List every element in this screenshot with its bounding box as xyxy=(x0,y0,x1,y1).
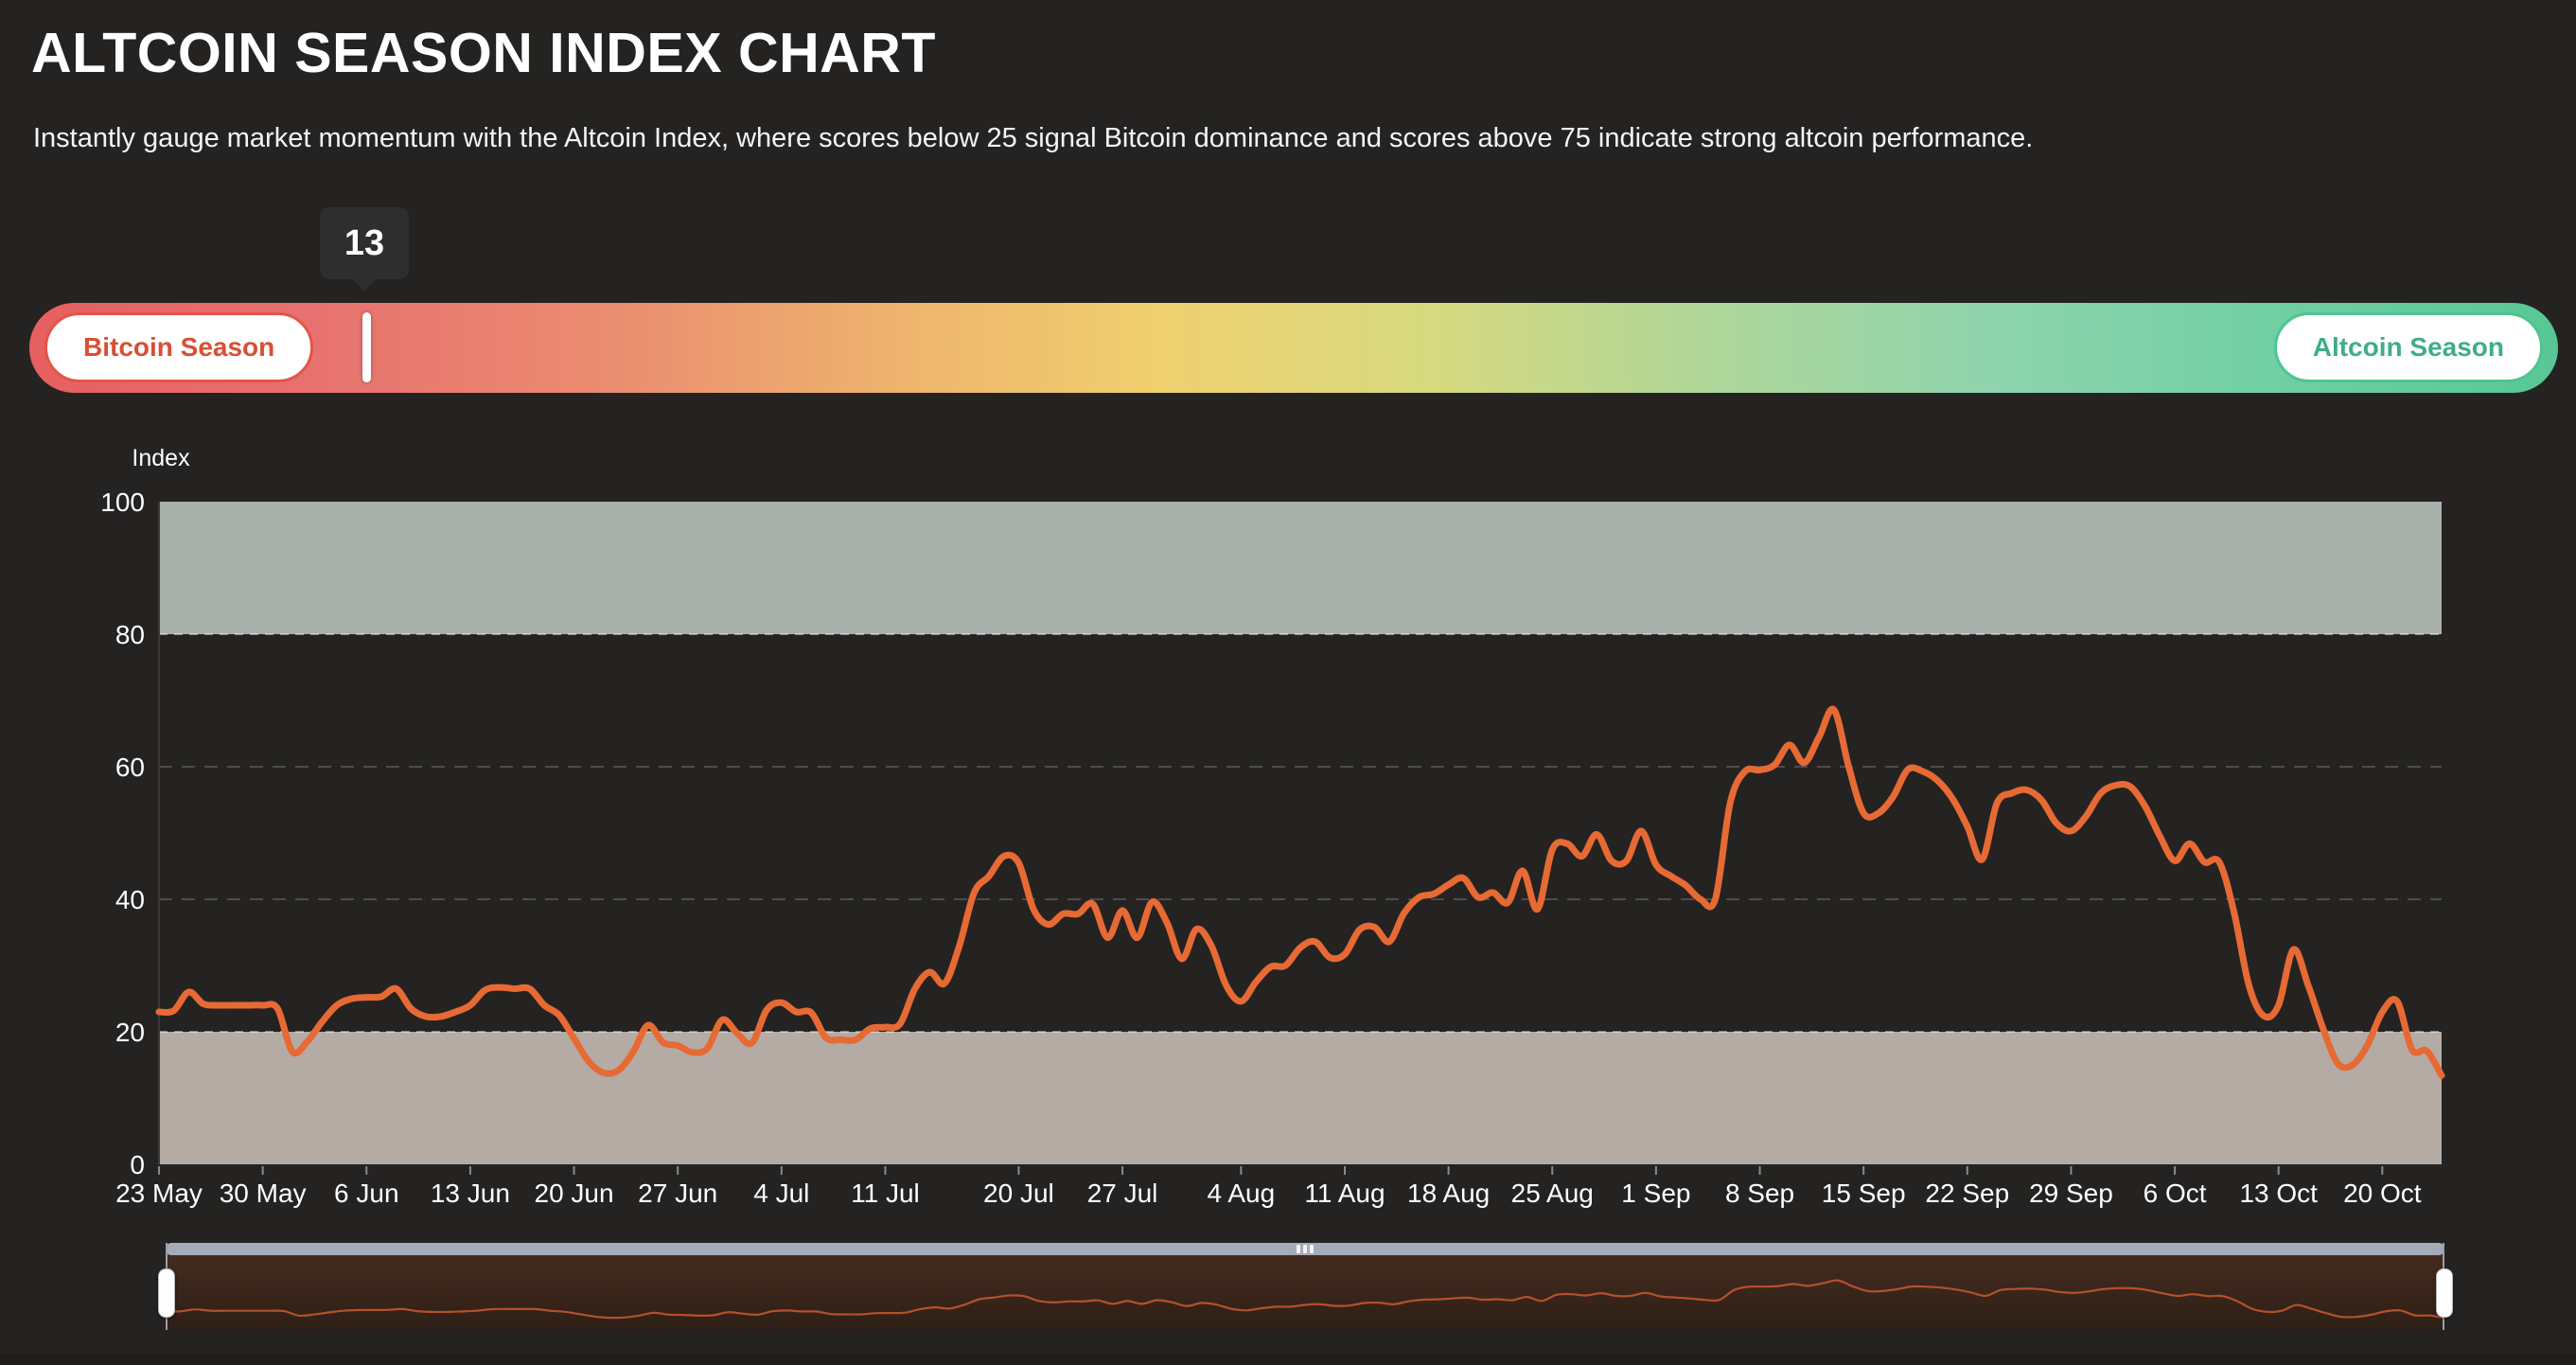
x-tick-label: 30 May xyxy=(220,1179,307,1208)
x-tick-label: 11 Aug xyxy=(1304,1179,1385,1208)
y-tick-label: 0 xyxy=(130,1150,145,1179)
bitcoin-season-label: Bitcoin Season xyxy=(83,332,275,362)
x-tick-label: 8 Sep xyxy=(1725,1179,1794,1208)
x-tick-label: 22 Sep xyxy=(1925,1179,2009,1208)
scrollbar-grip-icon[interactable] xyxy=(1293,1245,1317,1254)
page-title: ALTCOIN SEASON INDEX CHART xyxy=(31,22,936,84)
navigator-minimap[interactable] xyxy=(166,1243,2444,1330)
gauge-marker xyxy=(362,312,371,382)
x-tick-label: 6 Jun xyxy=(334,1179,399,1208)
navigator-background xyxy=(166,1255,2444,1330)
x-tick-label: 15 Sep xyxy=(1822,1179,1906,1208)
x-tick-label: 4 Jul xyxy=(753,1179,809,1208)
x-tick-label: 20 Jun xyxy=(535,1179,614,1208)
tooltip-pointer-icon xyxy=(352,278,377,292)
season-gauge-bar[interactable]: Bitcoin Season Altcoin Season xyxy=(29,303,2558,393)
altcoin-season-badge: Altcoin Season xyxy=(2273,312,2543,382)
x-tick-label: 27 Jun xyxy=(638,1179,717,1208)
x-tick-label: 13 Jun xyxy=(431,1179,510,1208)
x-tick-label: 20 Jul xyxy=(983,1179,1054,1208)
x-tick-label: 23 May xyxy=(115,1179,203,1208)
x-tick-label: 27 Jul xyxy=(1087,1179,1158,1208)
navigator-handle-right[interactable] xyxy=(2436,1268,2453,1318)
x-tick-label: 18 Aug xyxy=(1407,1179,1490,1208)
y-tick-label: 100 xyxy=(100,488,145,517)
x-tick-label: 25 Aug xyxy=(1511,1179,1594,1208)
y-tick-label: 40 xyxy=(115,885,145,914)
navigator-handle-left[interactable] xyxy=(158,1268,175,1318)
x-tick-label: 29 Sep xyxy=(2029,1179,2113,1208)
navigator-mini-line xyxy=(166,1279,2444,1320)
x-tick-label: 13 Oct xyxy=(2239,1179,2318,1208)
index-line xyxy=(155,705,2445,1079)
x-tick-label: 11 Jul xyxy=(851,1179,920,1208)
chart-band-80-100 xyxy=(159,502,2442,634)
y-axis-title: Index xyxy=(132,445,190,471)
page-subtitle: Instantly gauge market momentum with the… xyxy=(33,123,2034,153)
y-tick-label: 60 xyxy=(115,753,145,782)
x-tick-label: 4 Aug xyxy=(1208,1179,1276,1208)
altcoin-season-label: Altcoin Season xyxy=(2312,332,2504,362)
gauge-value: 13 xyxy=(344,222,385,263)
gauge-value-tooltip: 13 xyxy=(320,207,409,292)
x-tick-label: 1 Sep xyxy=(1621,1179,1690,1208)
index-line-chart[interactable]: 0 20 40 60 80 100 Index 23 May 30 May 6 Jun 13 Jun… xyxy=(57,435,2479,1221)
bitcoin-season-badge: Bitcoin Season xyxy=(44,312,314,382)
y-tick-label: 20 xyxy=(115,1018,145,1047)
bottom-edge-divider xyxy=(0,1354,2576,1365)
x-tick-label: 20 Oct xyxy=(2343,1179,2422,1208)
y-tick-label: 80 xyxy=(115,620,145,649)
x-tick-label: 6 Oct xyxy=(2144,1179,2207,1208)
chart-band-0-20 xyxy=(159,1032,2442,1164)
